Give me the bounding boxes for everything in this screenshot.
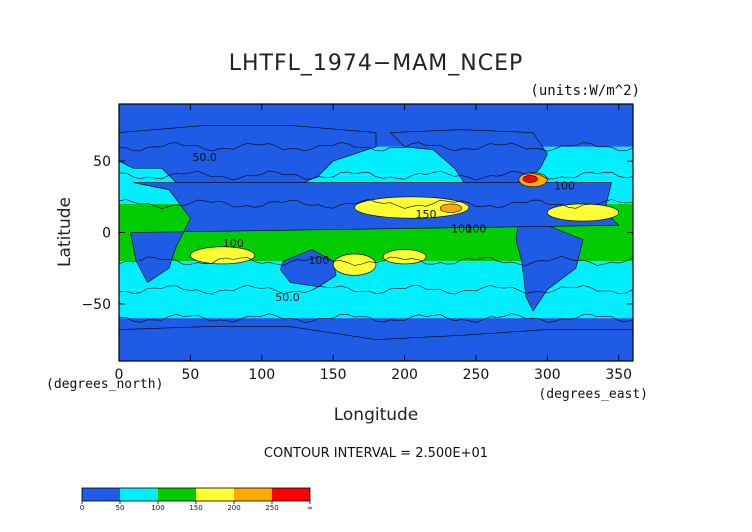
- chart-title: LHTFL_1974−MAM_NCEP: [229, 51, 524, 76]
- colorbar-label: ∞: [307, 504, 313, 512]
- y-axis-label: Latitude: [55, 197, 75, 267]
- colorbar: [81, 487, 311, 502]
- land-mask-south-america: [515, 217, 584, 312]
- colorbar-label: 250: [265, 504, 278, 512]
- colorbar-label: 0: [80, 504, 84, 512]
- x-tick-label: 50: [181, 367, 199, 383]
- x-tick-label: 200: [391, 367, 418, 383]
- x-tick-label: 0: [115, 367, 124, 383]
- contour-label: 100: [308, 254, 329, 267]
- contour-label: 100: [465, 223, 486, 236]
- flux-map: [118, 104, 634, 362]
- high-flux-region-7: [522, 175, 538, 183]
- colorbar-swatch: [196, 488, 215, 501]
- units-label: (units:W/m^2): [530, 83, 640, 99]
- colorbar-swatch: [82, 488, 101, 501]
- x-tick-label: 250: [463, 367, 490, 383]
- high-flux-region-5: [382, 249, 427, 265]
- x-tick-label: 100: [248, 367, 275, 383]
- contour-line: [118, 198, 634, 209]
- colorbar-labels: 0 50 100 150 200 250 ∞: [80, 501, 313, 512]
- colorbar-swatch: [158, 488, 177, 501]
- y-tick-label: 50: [93, 154, 111, 170]
- colorbar-swatch: [272, 488, 291, 501]
- high-flux-region-4: [332, 253, 377, 276]
- colorbar-label: 150: [189, 504, 202, 512]
- y-axis-ticks: 50 0 −50: [81, 154, 633, 313]
- high-flux-region-3: [190, 246, 255, 265]
- contour-label: 100: [451, 223, 472, 236]
- contour-line: [118, 313, 634, 323]
- high-flux-region-0: [354, 196, 470, 219]
- colorbar-swatch: [253, 488, 272, 501]
- contour-label: 150: [415, 208, 436, 221]
- colorbar-swatch: [291, 488, 310, 501]
- y-tick-label: −50: [81, 297, 111, 313]
- x-axis-sublabel: (degrees_east): [538, 387, 648, 402]
- colorbar-label: 50: [116, 504, 125, 512]
- x-axis-label: Longitude: [334, 405, 419, 425]
- x-tick-label: 150: [320, 367, 347, 383]
- colorbar-swatch: [177, 488, 196, 501]
- contour-label: 50.0: [275, 291, 300, 304]
- contour-lines: [118, 142, 634, 323]
- flux-band-5: [119, 289, 633, 319]
- contour-line: [118, 284, 634, 295]
- x-axis-ticks: 0 50 100 150 200 250 300 350: [115, 104, 632, 383]
- colorbar-label: 200: [227, 504, 240, 512]
- colorbar-swatch: [120, 488, 139, 501]
- x-tick-label: 300: [534, 367, 561, 383]
- colorbar-swatch: [215, 488, 234, 501]
- contour-line: [118, 255, 634, 266]
- contour-label: 50.0: [192, 151, 217, 164]
- colorbar-swatch: [139, 488, 158, 501]
- y-tick-label: 0: [102, 226, 111, 242]
- colorbar-swatch: [101, 488, 120, 501]
- land-mask-australia: [280, 249, 337, 288]
- contour-interval-text: CONTOUR INTERVAL = 2.500E+01: [264, 446, 488, 461]
- x-tick-label: 350: [605, 367, 632, 383]
- high-flux-region-1: [439, 203, 462, 213]
- y-axis-sublabel: (degrees_north): [46, 377, 163, 392]
- contour-label: 100: [554, 180, 575, 193]
- colorbar-label: 100: [151, 504, 164, 512]
- contour-label: 100: [223, 237, 244, 250]
- contour-line: [119, 170, 634, 181]
- colorbar-swatch: [234, 488, 253, 501]
- contour-line: [118, 142, 634, 152]
- high-flux-region-2: [547, 203, 620, 222]
